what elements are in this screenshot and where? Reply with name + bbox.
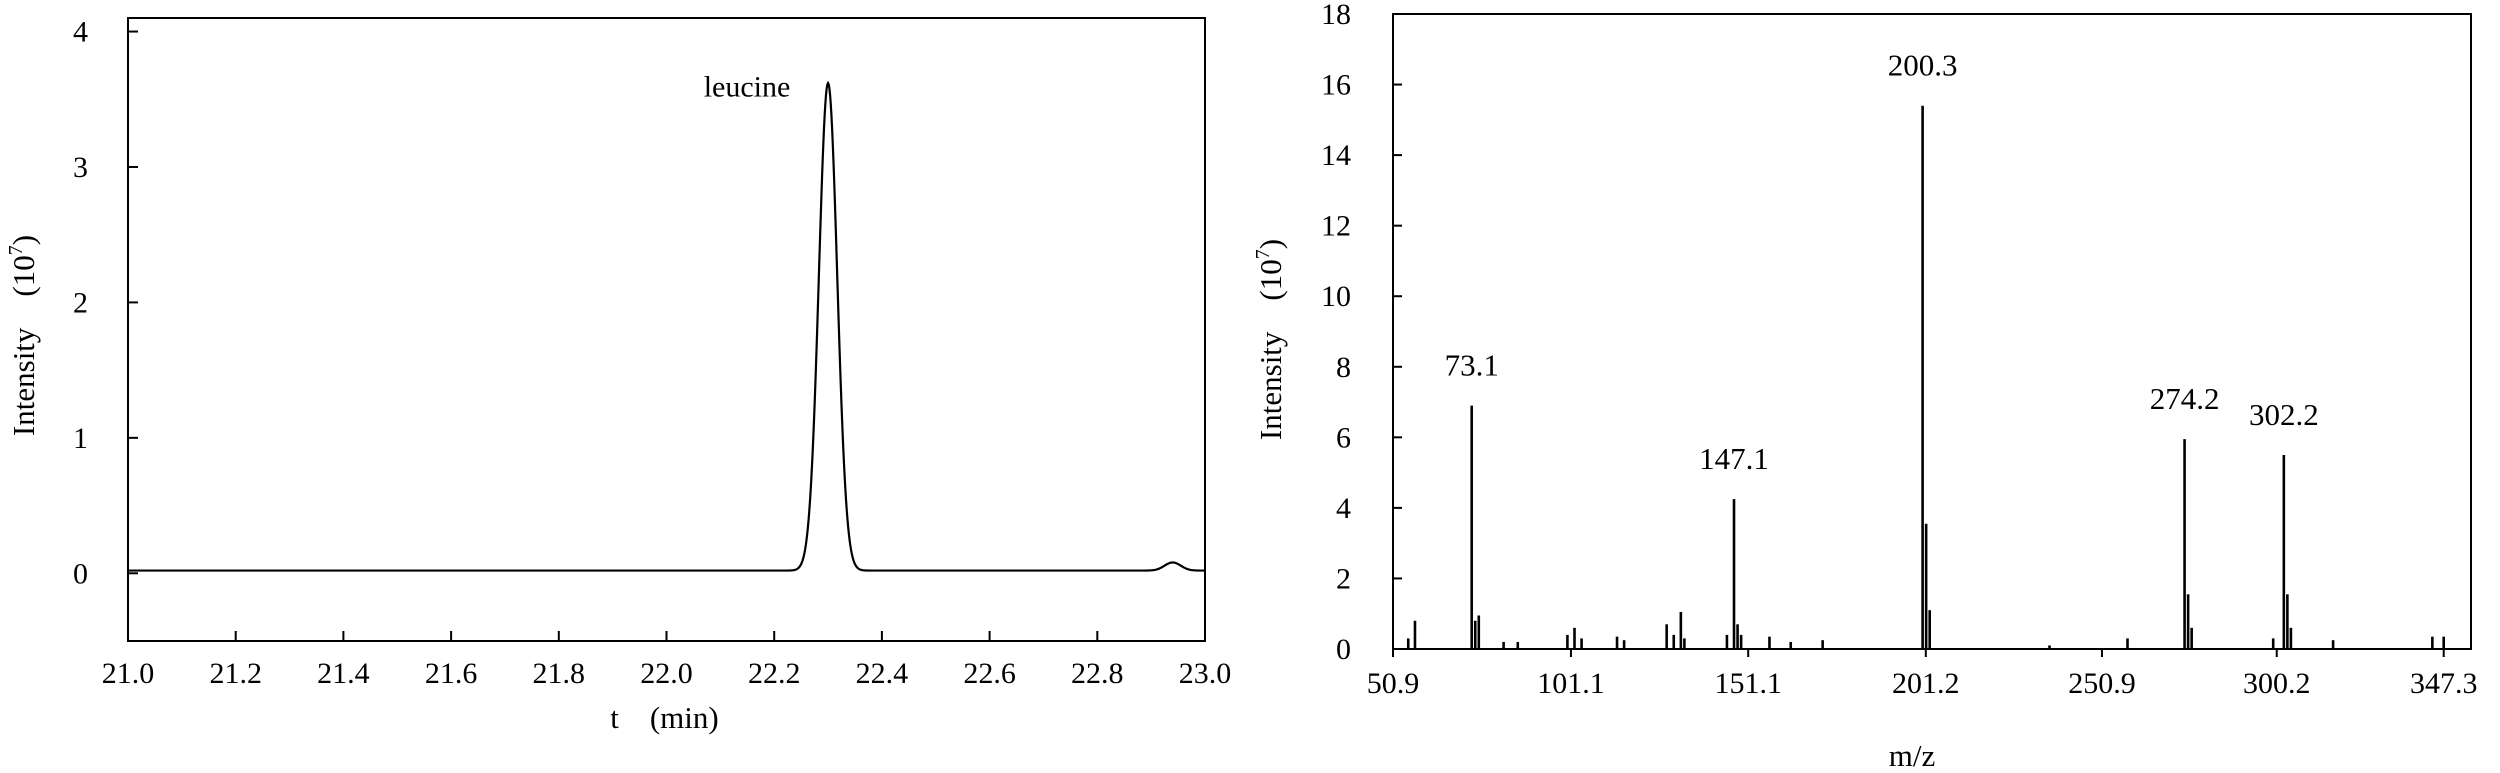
spectrum-y-tick-label: 18 [1321, 0, 1351, 31]
spectrum-x-tick-label: 201.2 [1892, 667, 1960, 700]
spectrum-y-axis-label-close: ) [1253, 239, 1288, 249]
chromatogram-y-ticks: 0 1 2 3 4 [73, 16, 138, 590]
chromatogram-y-axis-label-exponent: 7 [5, 245, 27, 255]
chromatogram-y-tick-label: 4 [73, 16, 88, 49]
spectrum-plot-frame [1392, 13, 2472, 650]
chromatogram-x-axis-label: t (min) [610, 700, 719, 735]
spectrum-x-axis-label: m/z [1889, 738, 1936, 773]
chromatogram-x-tick-label: 22.2 [748, 657, 801, 690]
chromatogram-x-tick-label: 22.0 [640, 657, 693, 690]
chromatogram-y-tick-label: 2 [73, 286, 88, 319]
chromatogram-x-tick-label: 22.8 [1071, 657, 1124, 690]
spectrum-bars [1406, 105, 2446, 649]
spectrum-y-tick-label: 0 [1336, 633, 1351, 666]
spectrum-y-tick-label: 2 [1336, 562, 1351, 595]
spectrum-y-ticks: 0 2 4 6 8 10 12 14 16 18 [1321, 0, 1402, 666]
spectrum-y-axis-label: Intensity (107) [1252, 239, 1288, 440]
spectrum-y-tick-label: 12 [1321, 210, 1351, 243]
chromatogram-y-axis-label-close: ) [6, 235, 41, 245]
chromatogram-y-axis-label-text: Intensity ( [6, 286, 41, 436]
chromatogram-x-tick-label: 21.8 [533, 657, 586, 690]
spectrum-y-axis-label-base: 10 [1253, 259, 1288, 290]
spectrum-x-tick-label: 300.2 [2243, 667, 2311, 700]
chromatogram-y-tick-label: 3 [73, 151, 88, 184]
spectrum-x-tick-label: 250.9 [2068, 667, 2136, 700]
spectrum-y-tick-label: 14 [1321, 139, 1351, 172]
chromatogram-y-axis-label: Intensity (107) [5, 235, 41, 436]
chromatogram-y-tick-label: 0 [73, 557, 88, 590]
chromatogram-x-tick-label: 21.4 [317, 657, 370, 690]
chromatogram-x-tick-label: 21.2 [209, 657, 262, 690]
spectrum-y-tick-label: 16 [1321, 69, 1351, 102]
chromatogram-y-tick-label: 1 [73, 422, 88, 455]
chromatogram-x-tick-label: 22.6 [963, 657, 1016, 690]
spectrum-peak-label: 73.1 [1445, 348, 1499, 383]
spectrum-y-tick-label: 10 [1321, 280, 1351, 313]
chromatogram-x-tick-label: 21.6 [425, 657, 478, 690]
spectrum-peak-label: 302.2 [2249, 397, 2319, 432]
leucine-annotation: leucine [704, 71, 791, 104]
chromatogram-y-axis-label-base: 10 [6, 255, 41, 286]
chromatogram-x-ticks: 21.0 21.2 21.4 21.6 21.8 22.0 22.2 22.4 22.6 22.8… [102, 631, 1232, 690]
spectrum-peak-label: 200.3 [1888, 48, 1958, 83]
chromatogram-x-tick-label: 22.4 [856, 657, 909, 690]
spectrum-x-ticks: 50.9 101.1 151.1 201.2 250.9 300.2 347.3 [1367, 649, 2478, 700]
spectrum-peak-labels: 73.1 147.1 200.3 274.2 302.2 [1445, 48, 2319, 476]
spectrum-y-tick-label: 8 [1336, 351, 1351, 384]
chromatogram-plot-frame [127, 17, 1206, 642]
spectrum-y-axis-label-text: Intensity ( [1253, 290, 1288, 440]
spectrum-y-tick-label: 4 [1336, 492, 1351, 525]
spectrum-peak-label: 147.1 [1699, 441, 1769, 476]
spectrum-x-tick-label: 50.9 [1367, 667, 1420, 700]
mass-spectrum-chart: 50.9 101.1 151.1 201.2 250.9 300.2 347.3 0 2 4 6 8… [1252, 0, 2477, 773]
chromatogram-x-tick-label: 21.0 [102, 657, 155, 690]
spectrum-x-tick-label: 101.1 [1537, 667, 1605, 700]
spectrum-peak-label: 274.2 [2150, 381, 2220, 416]
chromatogram-chart: 21.0 21.2 21.4 21.6 21.8 22.0 22.2 22.4 22.6 22.8… [5, 16, 1231, 735]
spectrum-y-axis-label-exponent: 7 [1252, 249, 1274, 259]
spectrum-x-tick-label: 347.3 [2410, 667, 2478, 700]
spectrum-y-tick-label: 6 [1336, 421, 1351, 454]
chromatogram-trace [128, 80, 1205, 572]
spectrum-x-tick-label: 151.1 [1714, 667, 1782, 700]
chromatogram-x-tick-label: 23.0 [1179, 657, 1232, 690]
